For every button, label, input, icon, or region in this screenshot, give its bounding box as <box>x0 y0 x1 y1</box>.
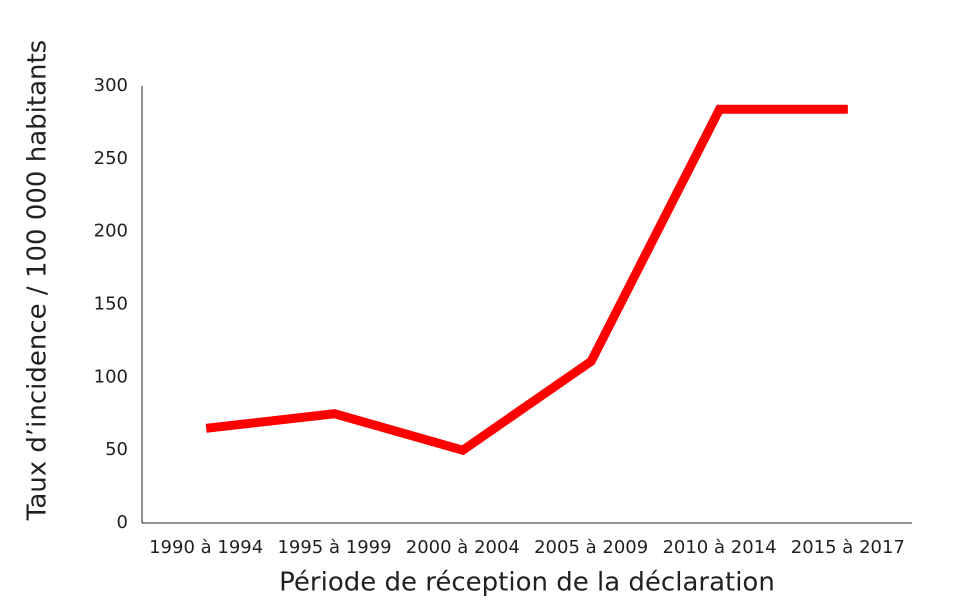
line <box>205 104 848 456</box>
y-tick-label: 100 <box>94 366 128 387</box>
x-tick-label: 1990 à 1994 <box>149 537 263 558</box>
y-tick-label: 200 <box>94 221 128 242</box>
x-tick-label: 1995 à 1999 <box>277 537 391 558</box>
y-tick-label: 50 <box>105 439 128 460</box>
y-tick-label: 0 <box>117 512 128 533</box>
x-tick-label: 2010 à 2014 <box>662 537 776 558</box>
y-axis-title: Taux d’incidence / 100 000 habitants <box>23 40 53 521</box>
x-axis-title: Période de réception de la déclaration <box>279 568 775 598</box>
x-tick-label: 2005 à 2009 <box>534 537 648 558</box>
x-tick-label: 2000 à 2004 <box>406 537 520 558</box>
y-tick-label: 150 <box>94 294 128 315</box>
y-tick-label: 300 <box>94 75 128 96</box>
x-tick-label: 2015 à 2017 <box>791 537 905 558</box>
y-tick-label: 250 <box>94 148 128 169</box>
